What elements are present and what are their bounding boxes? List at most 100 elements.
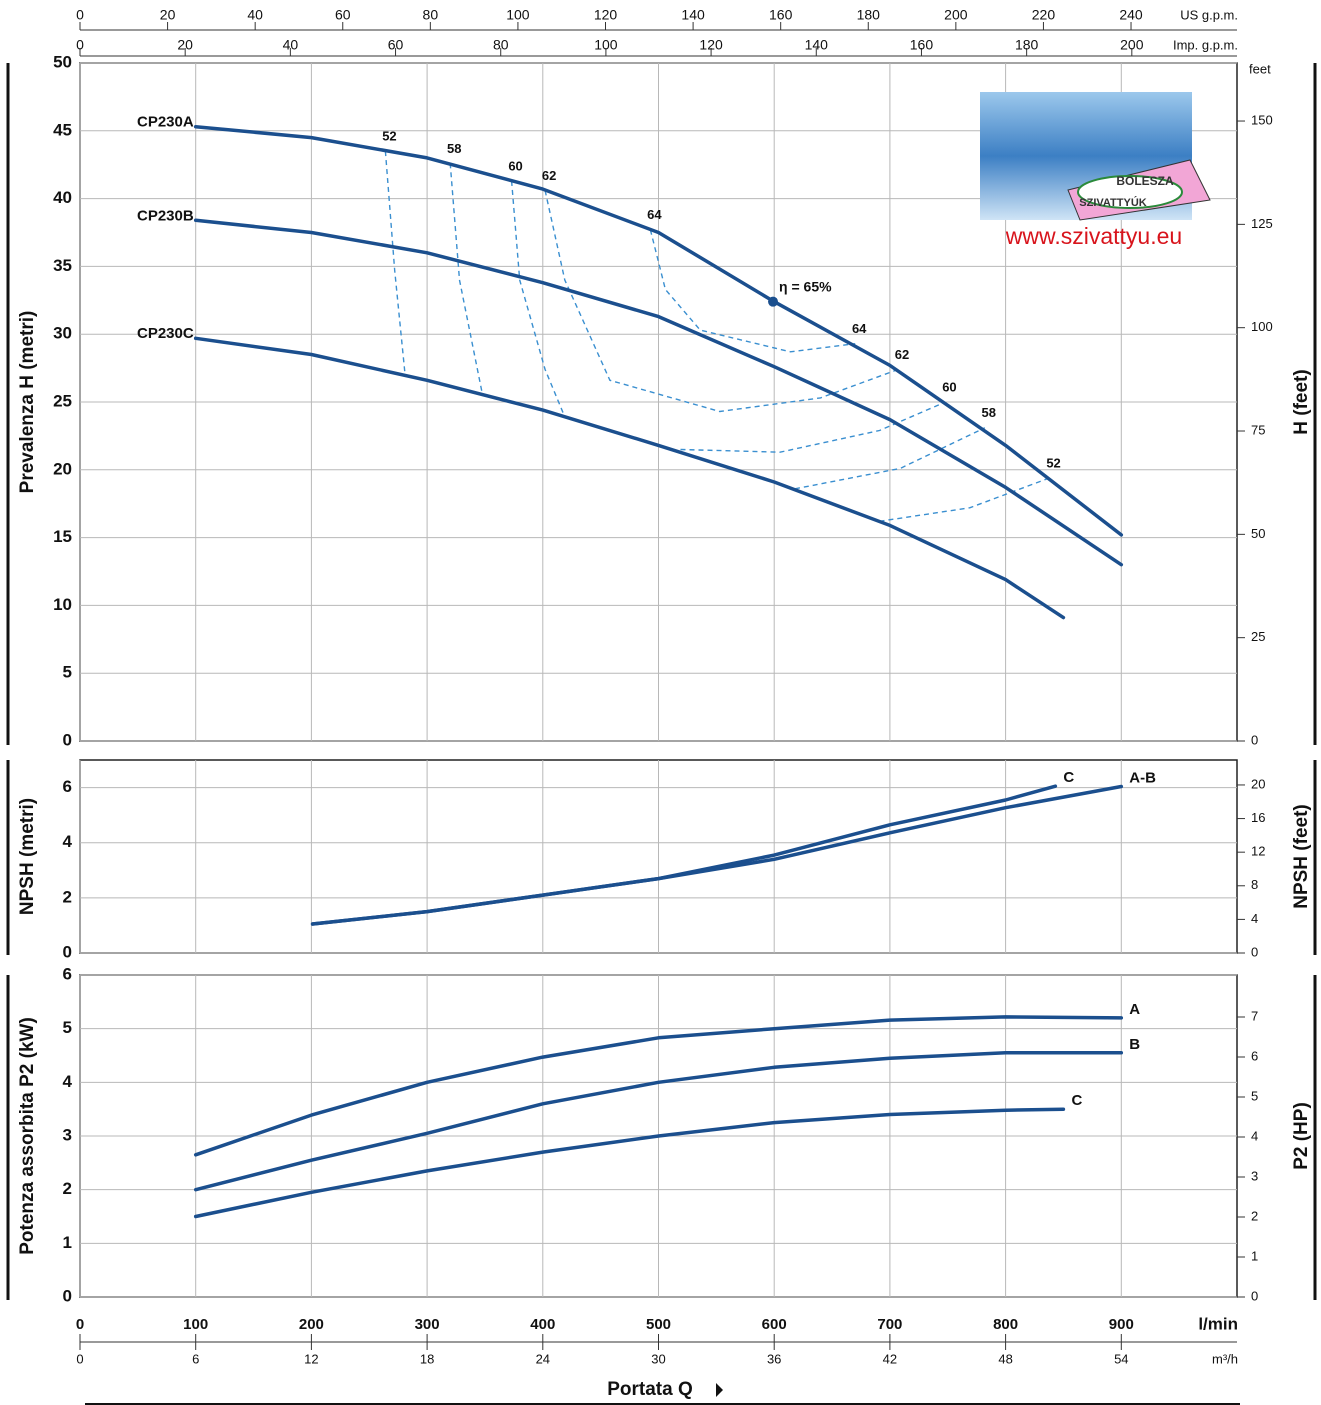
y2-tick-label: 0 — [1251, 1288, 1258, 1303]
y-axis-title: NPSH (metri) — [17, 798, 38, 915]
y2-tick-label: 0 — [1251, 732, 1258, 747]
x-tick-label: 6 — [192, 1351, 199, 1366]
y2-tick-label: 3 — [1251, 1168, 1258, 1183]
y-tick-label: 35 — [53, 256, 72, 275]
x-axis-unit: m³/h — [1212, 1351, 1238, 1366]
x-tick-label: 160 — [769, 7, 793, 23]
x-tick-label: 120 — [594, 7, 618, 23]
y2-tick-label: 12 — [1251, 844, 1265, 859]
y2-tick-label: 125 — [1251, 216, 1273, 231]
y2-tick-label: 20 — [1251, 776, 1265, 791]
y-tick-label: 6 — [63, 777, 72, 796]
x-tick-label: 140 — [805, 37, 829, 53]
y-tick-label: 5 — [63, 1018, 72, 1037]
curve — [193, 218, 1124, 567]
series-label: C — [1071, 1092, 1082, 1109]
x-tick-label: 500 — [646, 1316, 671, 1333]
y-tick-label: 5 — [63, 663, 72, 682]
x-tick-label: 18 — [420, 1351, 434, 1366]
efficiency-label: 60 — [942, 379, 956, 394]
y-tick-label: 45 — [53, 120, 72, 139]
series-label: CP230C — [137, 325, 194, 342]
series-label: CP230A — [137, 114, 194, 131]
curve — [310, 784, 1124, 926]
x-tick-label: 600 — [762, 1316, 787, 1333]
x-tick-label: 24 — [536, 1351, 550, 1366]
y2-axis-title: H (feet) — [1291, 369, 1312, 434]
efficiency-label: 60 — [508, 158, 522, 173]
y-tick-label: 0 — [63, 1286, 72, 1305]
x-tick-label: 220 — [1032, 7, 1056, 23]
x-axis-unit: l/min — [1198, 1314, 1238, 1333]
x-tick-label: 20 — [177, 37, 193, 53]
y-tick-label: 3 — [63, 1125, 72, 1144]
y2-unit: feet — [1249, 61, 1271, 76]
x-tick-label: 54 — [1114, 1351, 1128, 1366]
x-tick-label: 100 — [506, 7, 530, 23]
series-label: B — [1129, 1036, 1140, 1053]
curve — [193, 1015, 1124, 1157]
x-tick-label: 800 — [993, 1316, 1018, 1333]
y2-tick-label: 5 — [1251, 1088, 1258, 1103]
efficiency-label: 58 — [447, 141, 461, 156]
arrow-icon — [716, 1383, 723, 1397]
x-tick-label: 0 — [76, 7, 84, 23]
x-tick-label: 180 — [857, 7, 881, 23]
y-tick-label: 1 — [63, 1233, 72, 1252]
series-label: C — [1063, 769, 1074, 786]
y-tick-label: 6 — [63, 964, 72, 983]
series-label: A-B — [1129, 769, 1156, 786]
y2-tick-label: 4 — [1251, 911, 1258, 926]
x-tick-label: 60 — [335, 7, 351, 23]
bep-label: η = 65% — [779, 278, 832, 294]
x-tick-label: 240 — [1119, 7, 1143, 23]
x-axis-title: Portata Q — [607, 1379, 693, 1400]
y-tick-label: 20 — [53, 459, 72, 478]
efficiency-curve — [510, 180, 946, 453]
efficiency-label: 58 — [982, 405, 996, 420]
best-efficiency-point — [768, 296, 779, 307]
logo-brand: BOLESZA — [1116, 174, 1174, 188]
series-label: A — [1129, 1001, 1140, 1018]
efficiency-curve — [449, 163, 986, 490]
y2-tick-label: 150 — [1251, 112, 1273, 127]
y-tick-label: 50 — [53, 52, 72, 71]
x-tick-label: 900 — [1109, 1316, 1134, 1333]
x-tick-label: 48 — [998, 1351, 1012, 1366]
x-tick-label: 100 — [594, 37, 618, 53]
x-tick-label: 20 — [160, 7, 176, 23]
x-tick-label: 400 — [530, 1316, 555, 1333]
x-tick-label: 120 — [699, 37, 723, 53]
efficiency-curve — [649, 229, 856, 353]
y2-tick-label: 16 — [1251, 810, 1265, 825]
efficiency-label: 64 — [852, 321, 867, 336]
logo-url: www.szivattyu.eu — [1005, 223, 1182, 249]
x-tick-label: 80 — [493, 37, 509, 53]
x-tick-label: 60 — [388, 37, 404, 53]
y2-tick-label: 50 — [1251, 526, 1265, 541]
x-tick-label: 200 — [299, 1316, 324, 1333]
curve — [193, 1107, 1066, 1219]
x-tick-label: 300 — [415, 1316, 440, 1333]
y-axis-title: Prevalenza H (metri) — [17, 311, 38, 494]
x-tick-label: 200 — [1120, 37, 1144, 53]
x-tick-label: 0 — [76, 37, 84, 53]
x-tick-label: 200 — [944, 7, 968, 23]
y-tick-label: 25 — [53, 391, 72, 410]
y2-tick-label: 100 — [1251, 319, 1273, 334]
x-tick-label: 40 — [247, 7, 263, 23]
x-tick-label: 40 — [283, 37, 299, 53]
efficiency-curve — [544, 190, 899, 413]
y2-tick-label: 8 — [1251, 877, 1258, 892]
y-tick-label: 2 — [63, 1179, 72, 1198]
efficiency-label: 52 — [1046, 455, 1060, 470]
efficiency-label: 62 — [542, 168, 556, 183]
y2-tick-label: 2 — [1251, 1208, 1258, 1223]
y-axis-title: Potenza assorbita P2 (kW) — [17, 1017, 38, 1255]
y-tick-label: 30 — [53, 324, 72, 343]
curve — [193, 1051, 1124, 1192]
x-tick-label: 700 — [877, 1316, 902, 1333]
x-tick-label: 0 — [76, 1316, 84, 1333]
x-tick-label: 100 — [183, 1316, 208, 1333]
